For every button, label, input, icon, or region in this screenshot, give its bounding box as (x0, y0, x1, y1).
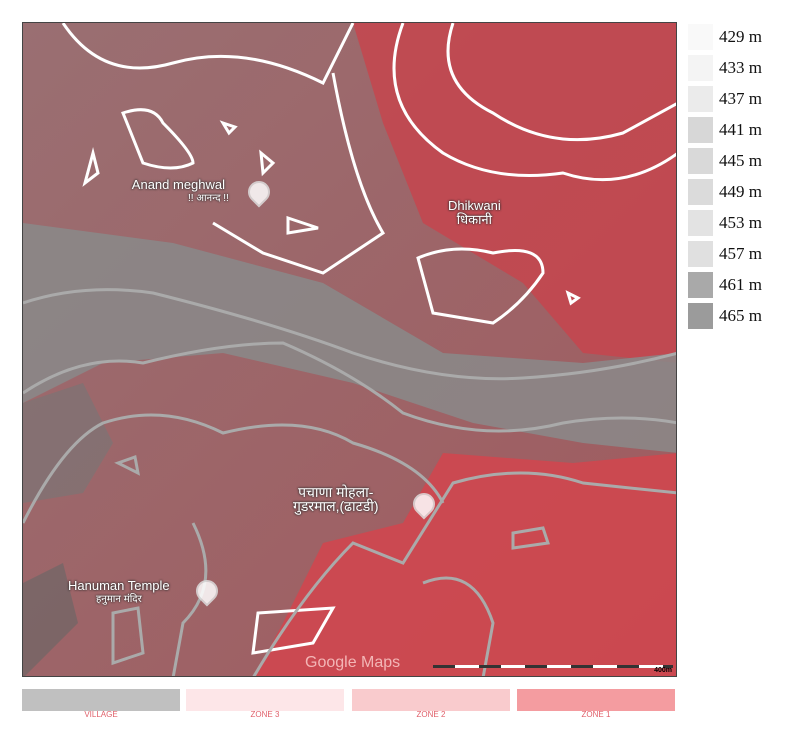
legend-item: 465 m (688, 303, 785, 329)
place-pachana-mohalla[interactable]: पचाणा मोहला- गुडरमाल,(ढाटडी) (293, 485, 378, 513)
place-subtitle: गुडरमाल,(ढाटडी) (293, 498, 379, 514)
map-overlay (23, 23, 676, 676)
legend-swatch (688, 55, 713, 81)
legend-label: 445 m (719, 151, 762, 170)
contour-map[interactable]: Anand meghwal !! आनन्द !! Dhikwani धिकान… (22, 22, 677, 677)
legend-item: 449 m (688, 179, 785, 205)
village-area (23, 223, 676, 453)
legend-item: 441 m (688, 117, 785, 143)
legend-swatch (688, 179, 713, 205)
legend-swatch (688, 148, 713, 174)
zone-swatch-zone-3 (186, 689, 344, 711)
legend-item: 437 m (688, 86, 785, 112)
scale-label: 400m (654, 667, 672, 674)
legend-swatch (688, 303, 713, 329)
zone-swatch-zone-2 (352, 689, 510, 711)
legend-label: 429 m (719, 27, 762, 46)
zone-1-area-south (254, 453, 676, 676)
legend-swatch (688, 86, 713, 112)
legend-swatch (688, 241, 713, 267)
place-subtitle: धिकानी (456, 212, 493, 227)
legend-label: 457 m (719, 244, 762, 263)
zone-label: ZONE 3 (250, 710, 280, 719)
legend-item: 457 m (688, 241, 785, 267)
legend-label: 441 m (719, 120, 762, 139)
legend-item: 445 m (688, 148, 785, 174)
legend-item: 429 m (688, 24, 785, 50)
place-subtitle: !! आनन्द !! (188, 193, 229, 204)
google-maps-attribution: Google Maps (305, 654, 401, 671)
place-name: Hanuman Temple (68, 578, 170, 593)
legend-swatch (688, 24, 713, 50)
legend-label: 437 m (719, 89, 762, 108)
legend-label: 453 m (719, 213, 762, 232)
legend-item: 433 m (688, 55, 785, 81)
scale-bar (433, 665, 673, 668)
legend-label: 465 m (719, 306, 762, 325)
zone-label: ZONE 1 (581, 710, 611, 719)
place-dhikwani[interactable]: Dhikwani धिकानी (448, 199, 501, 227)
legend-label: 461 m (719, 275, 762, 294)
legend-item: 453 m (688, 210, 785, 236)
place-name: पचाणा मोहला- (298, 484, 374, 500)
place-name: Dhikwani (448, 198, 501, 213)
legend-label: 433 m (719, 58, 762, 77)
legend-item: 461 m (688, 272, 785, 298)
legend-label: 449 m (719, 182, 762, 201)
place-anand-meghwal[interactable]: Anand meghwal !! आनन्द !! (128, 178, 229, 206)
place-name: Anand meghwal (131, 177, 226, 192)
legend-swatch (688, 272, 713, 298)
zone-swatch-village (22, 689, 180, 711)
zone-label: VILLAGE (84, 710, 118, 719)
zone-label: ZONE 2 (416, 710, 446, 719)
zone-swatch-zone-1 (517, 689, 675, 711)
zone-1-area-north (353, 23, 676, 363)
legend-swatch (688, 117, 713, 143)
place-subtitle: हनुमान मंदिर (95, 594, 142, 605)
place-hanuman-temple[interactable]: Hanuman Temple हनुमान मंदिर (68, 579, 170, 607)
legend-swatch (688, 210, 713, 236)
